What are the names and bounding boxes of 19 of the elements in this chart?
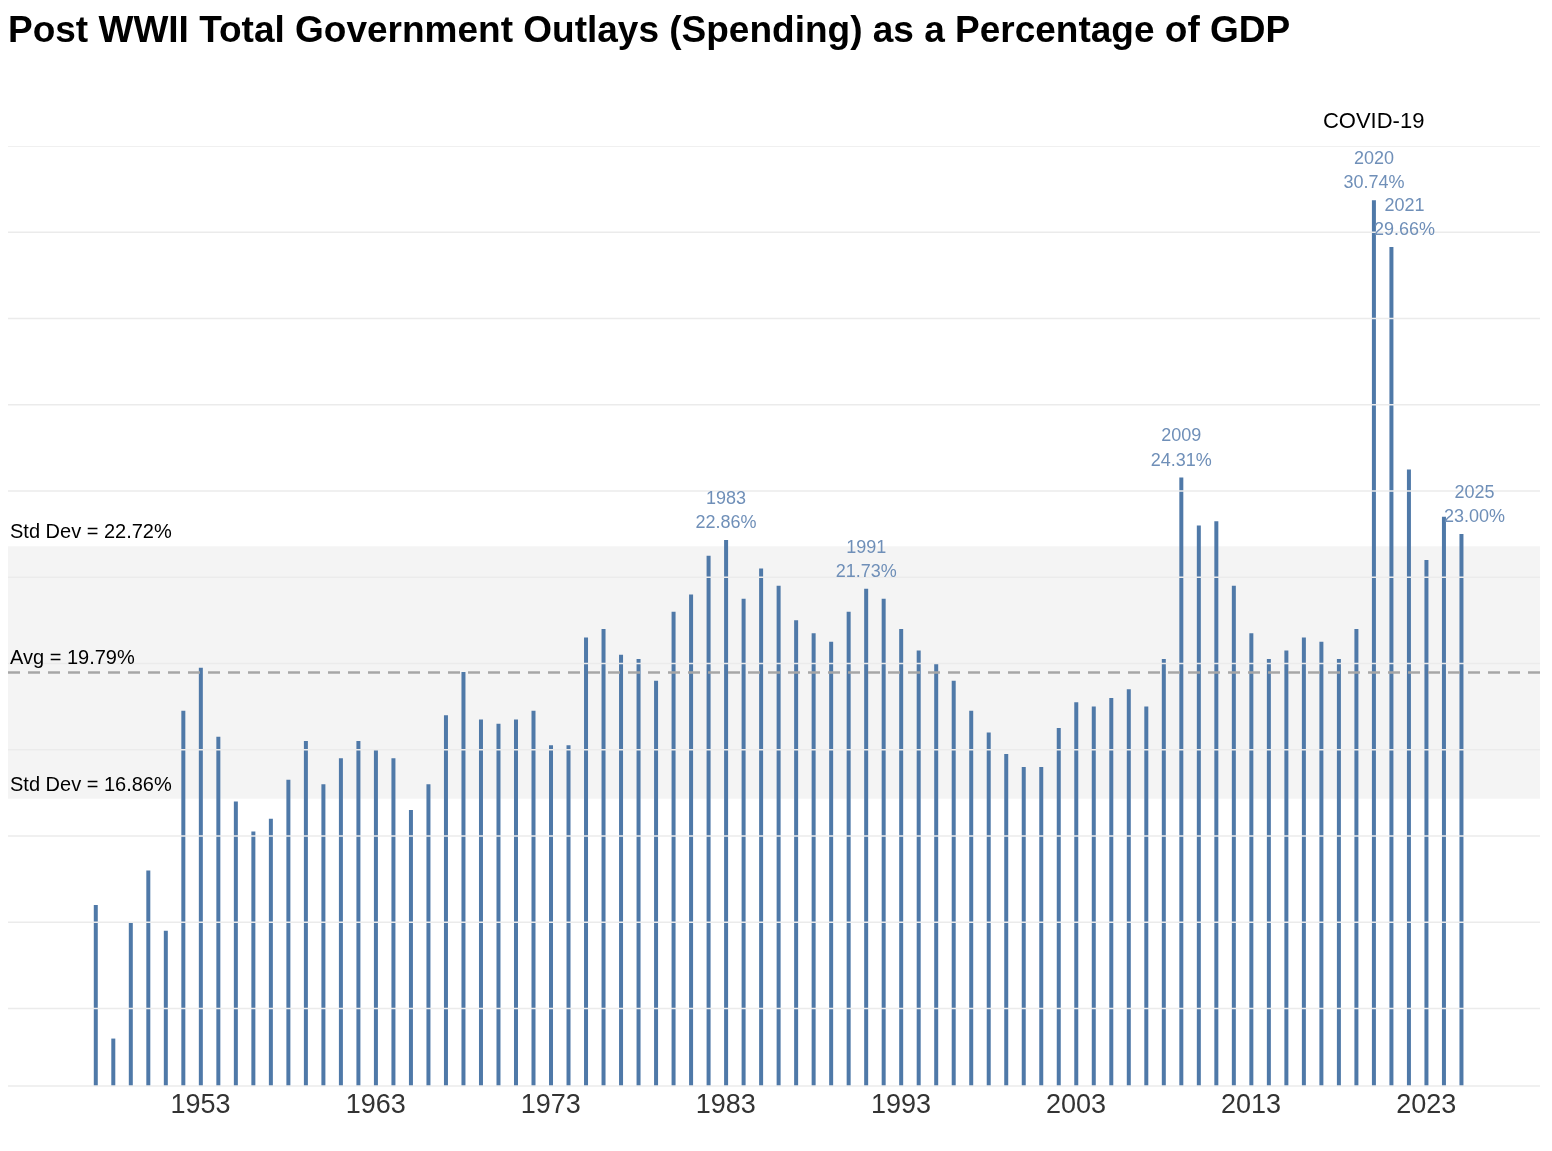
x-tick-label: 1953 — [170, 1089, 231, 1120]
data-label: 2009 24.31% — [1150, 425, 1212, 470]
x-tick-label: 2013 — [1221, 1089, 1282, 1120]
ref-line-label: Avg = 19.79% — [10, 646, 135, 669]
data-label: 1983 22.86% — [695, 487, 757, 533]
x-tick-label: 1993 — [870, 1089, 931, 1120]
text: COVID-19 — [1322, 108, 1425, 134]
data-label: 2021 29.66% — [1373, 194, 1435, 239]
x-tick-label: 1973 — [520, 1089, 581, 1120]
x-tick-label: 2023 — [1396, 1089, 1457, 1120]
data-label: 2020 30.74% — [1343, 148, 1405, 193]
x-tick-label: 1983 — [695, 1089, 756, 1120]
chart-title: Post WWII Total Government Outlays (Spending) as a Percentage of GDP — [8, 8, 1292, 52]
data-label: 2025 23.00% — [1443, 481, 1505, 527]
annotation: Std Dev = 22.72% — [10, 520, 172, 543]
annotation: Std Dev = 16.86% — [10, 772, 172, 795]
x-tick-label: 1963 — [345, 1089, 406, 1120]
x-tick-label: 2003 — [1045, 1089, 1107, 1120]
data-label: 1991 21.73% — [835, 536, 897, 581]
